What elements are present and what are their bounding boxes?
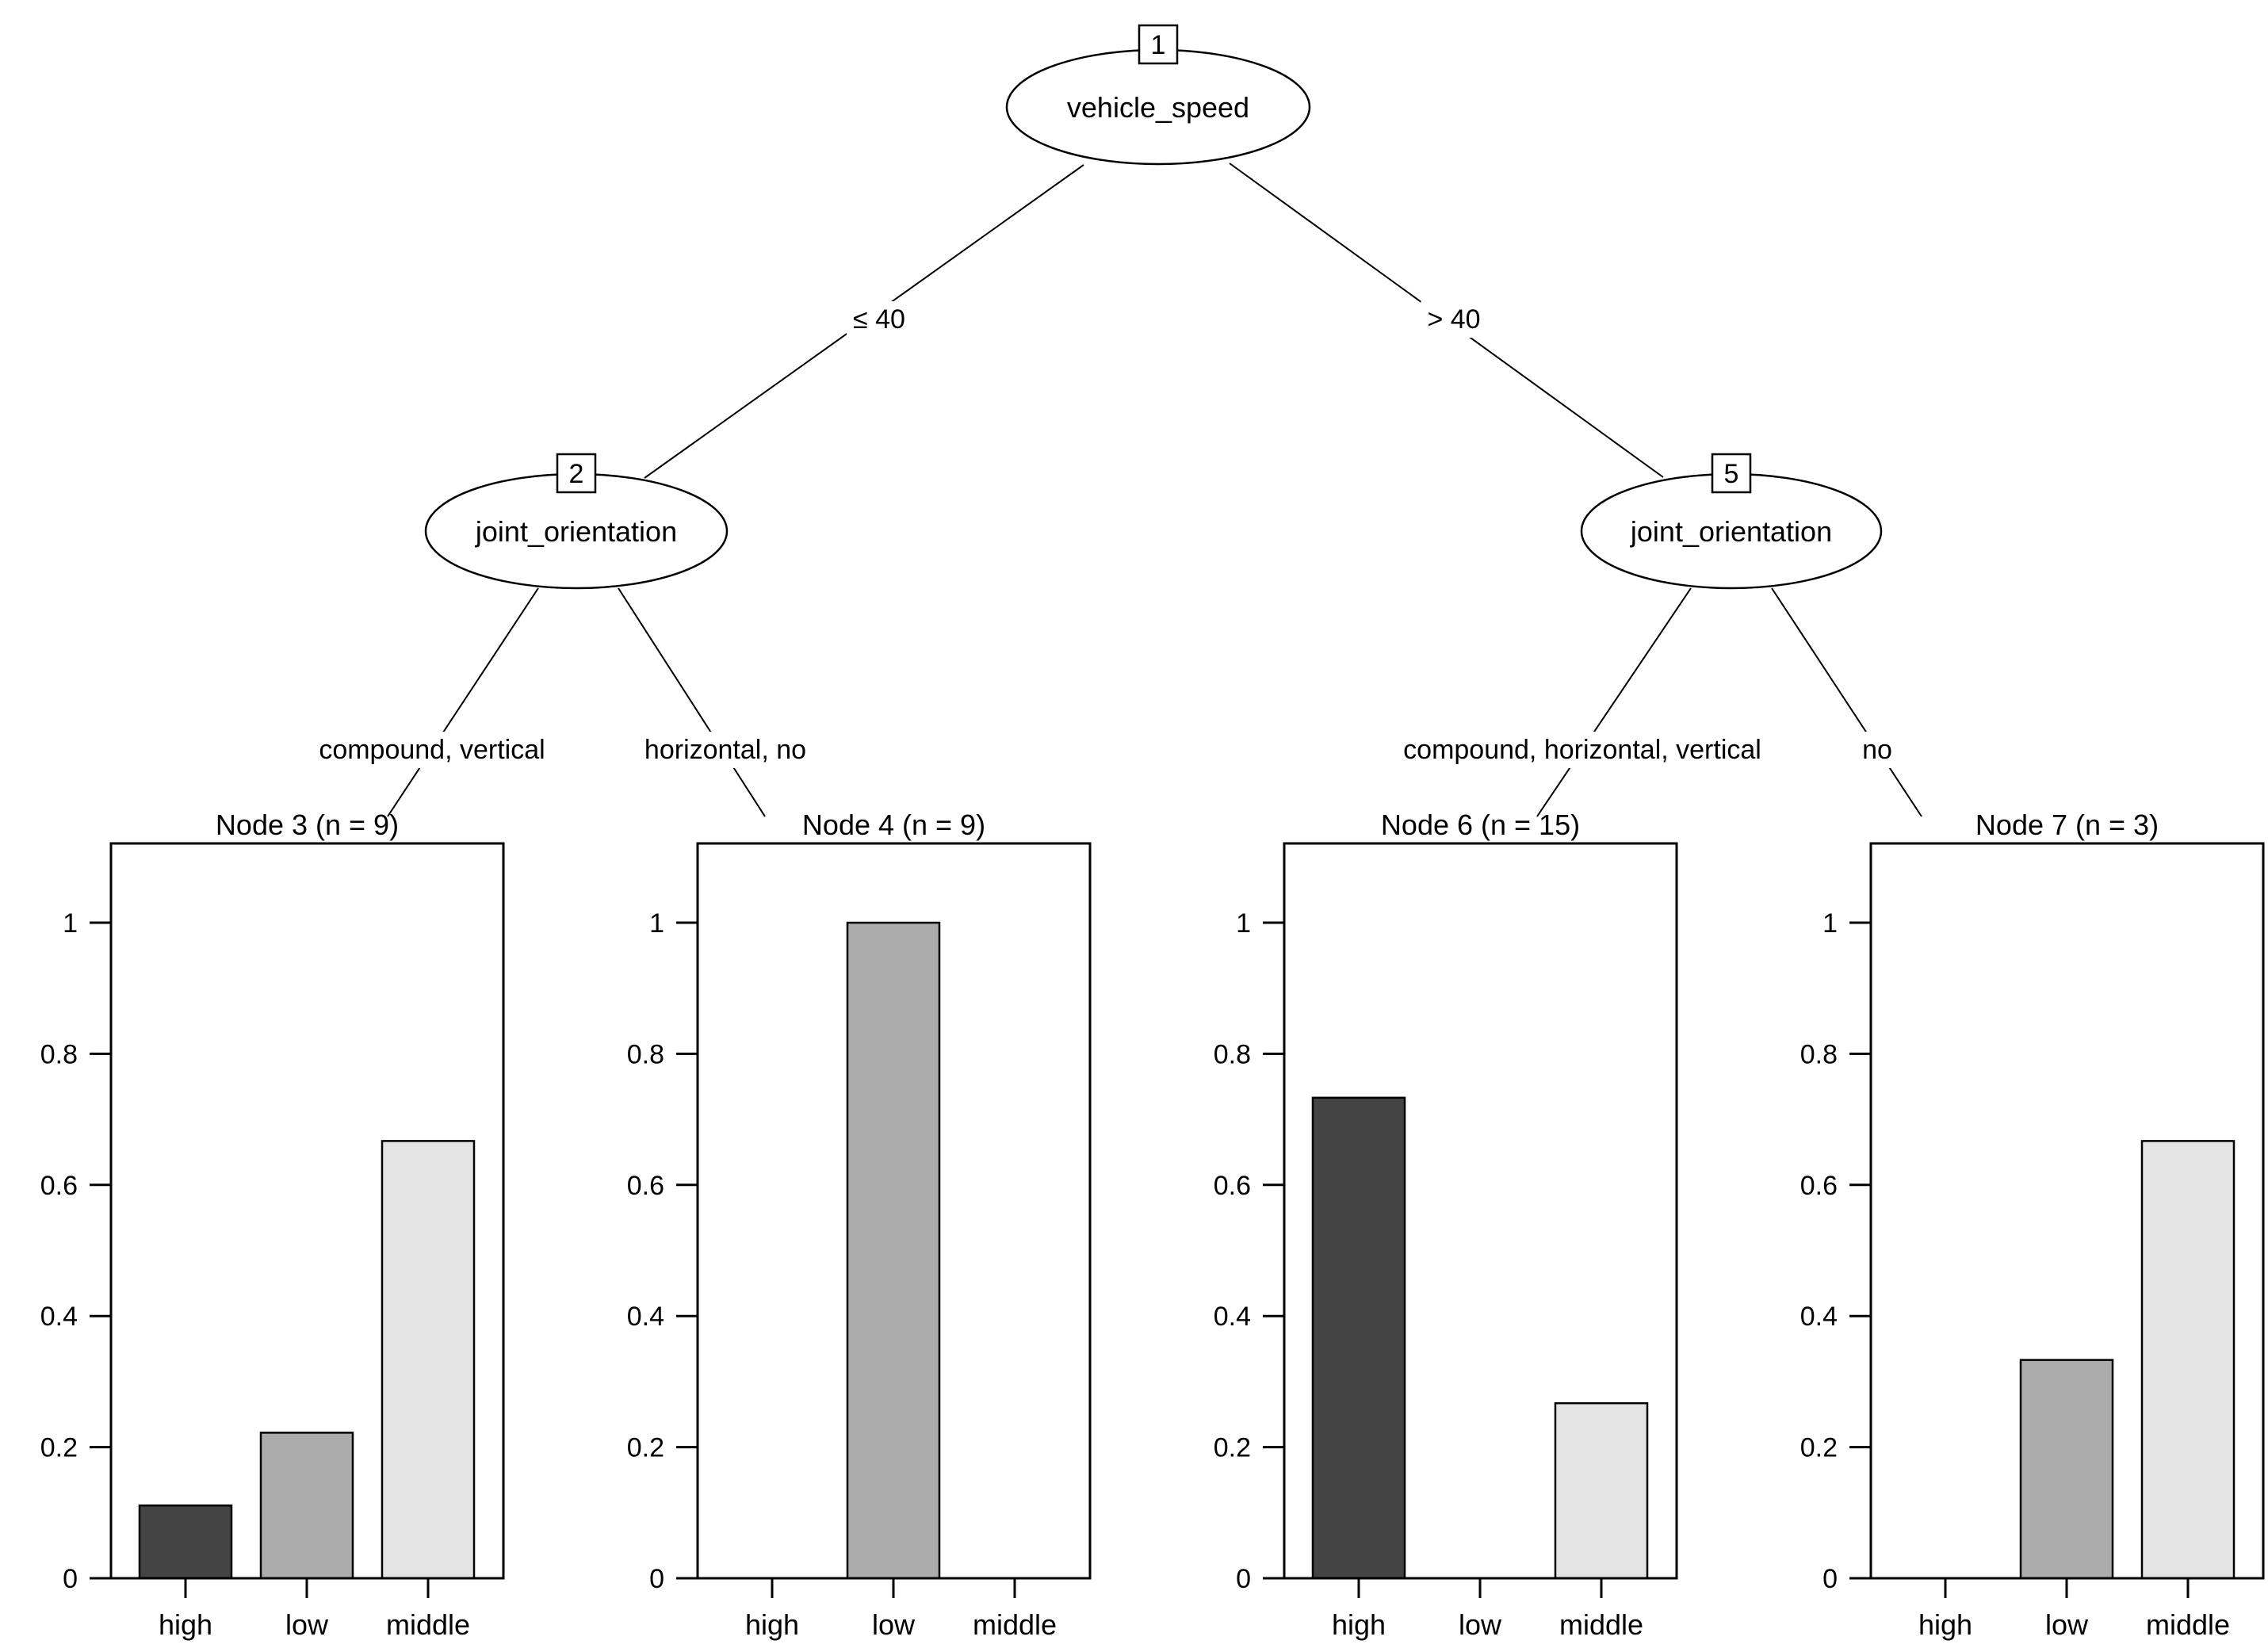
- edge-label: ≤ 40: [853, 304, 905, 335]
- panel-title: Node 7 (n = 3): [1975, 809, 2159, 841]
- bar-high: [138, 1504, 233, 1580]
- y-axis-tick-label: 0.2: [40, 1433, 78, 1463]
- edge-line-5: [1771, 587, 1922, 817]
- edge-label-background: [847, 301, 912, 338]
- y-axis-tick-label: 0.2: [1800, 1433, 1838, 1463]
- x-axis-category-label: middle: [2146, 1608, 2230, 1641]
- bar-middle: [381, 1140, 476, 1580]
- node-id-label: 2: [569, 459, 584, 489]
- y-axis-tick-label: 0: [1236, 1564, 1251, 1594]
- y-axis-tick-label: 0: [63, 1564, 78, 1594]
- y-axis-tick-label: 0: [1822, 1564, 1838, 1594]
- node-variable-label: vehicle_speed: [1067, 91, 1249, 124]
- y-axis-tick-label: 0.4: [1214, 1302, 1251, 1332]
- x-axis-category-label: low: [872, 1608, 916, 1641]
- y-axis-tick-label: 0.4: [1800, 1302, 1838, 1332]
- x-axis-category-label: high: [159, 1608, 212, 1641]
- node-id-badge: [1711, 453, 1752, 494]
- x-axis-category-label: low: [2045, 1608, 2089, 1641]
- y-axis-tick-label: 0.8: [1800, 1039, 1838, 1069]
- edge-label-background: [637, 732, 813, 768]
- edge-label: compound, horizontal, vertical: [1403, 735, 1761, 765]
- y-axis-tick-label: 0.6: [40, 1171, 78, 1201]
- y-axis-tick-label: 0: [649, 1564, 664, 1594]
- terminal-panel-1: Node 4 (n = 9) 0 0.2 0.4 0.6 0.8 1 high low middl…: [627, 809, 1092, 1641]
- y-axis-tick-label: 1: [63, 908, 78, 939]
- bar-low: [846, 921, 941, 1580]
- y-axis-tick-label: 1: [1236, 908, 1251, 939]
- y-axis-tick-label: 1: [649, 908, 664, 939]
- y-axis-tick-label: 0.8: [627, 1039, 664, 1069]
- tree-node-2: joint_orientation 2: [424, 453, 729, 590]
- edge-label-background: [1856, 732, 1899, 768]
- bar-high: [1311, 1096, 1406, 1580]
- y-axis-tick-label: 0.4: [40, 1302, 78, 1332]
- node-id-badge: [556, 453, 597, 494]
- tree-node-5: joint_orientation 5: [1580, 453, 1883, 590]
- edge-label-background: [312, 732, 552, 768]
- edge-label-background: [1397, 732, 1768, 768]
- x-axis-category-label: high: [1332, 1608, 1386, 1641]
- edge-label: no: [1862, 735, 1892, 765]
- node-id-label: 1: [1151, 30, 1166, 60]
- node-variable-label: joint_orientation: [475, 515, 677, 548]
- edge-label: > 40: [1427, 304, 1480, 335]
- bar-middle: [1554, 1401, 1649, 1580]
- x-axis-category-label: low: [285, 1608, 329, 1641]
- y-axis-tick-label: 0.8: [40, 1039, 78, 1069]
- bar-low: [259, 1432, 354, 1580]
- tree-edges: ≤ 40 > 40 compound, vertical horizontal, no…: [312, 163, 1922, 817]
- panel-title: Node 4 (n = 9): [802, 809, 985, 841]
- x-axis-category-label: low: [1459, 1608, 1502, 1641]
- edge-line-4: [1536, 587, 1692, 817]
- edge-line-3: [618, 587, 766, 817]
- node-variable-label: joint_orientation: [1630, 515, 1832, 548]
- terminal-panel-3: Node 7 (n = 3) 0 0.2 0.4 0.6 0.8 1 high low middl…: [1800, 809, 2265, 1641]
- x-axis-category-label: middle: [1559, 1608, 1643, 1641]
- x-axis-category-label: high: [745, 1608, 799, 1641]
- edge-label: compound, vertical: [319, 735, 545, 765]
- x-axis-category-label: middle: [973, 1608, 1057, 1641]
- terminal-panel-0: Node 3 (n = 9) 0 0.2 0.4 0.6 0.8 1 high low middl…: [40, 809, 505, 1641]
- node-id-badge: [1138, 24, 1179, 65]
- terminal-panel-2: Node 6 (n = 15) 0 0.2 0.4 0.6 0.8 1 high low midd…: [1214, 809, 1678, 1641]
- y-axis-tick-label: 0.6: [1214, 1171, 1251, 1201]
- panel-title: Node 3 (n = 9): [216, 809, 399, 841]
- y-axis-tick-label: 0.2: [1214, 1433, 1251, 1463]
- y-axis-tick-label: 0.4: [627, 1302, 664, 1332]
- y-axis-tick-label: 0.6: [1800, 1171, 1838, 1201]
- y-axis-tick-label: 0.8: [1214, 1039, 1251, 1069]
- node-id-label: 5: [1724, 459, 1739, 489]
- edge-label-background: [1421, 301, 1487, 338]
- edge-line-2: [387, 587, 539, 817]
- y-axis-tick-label: 0.2: [627, 1433, 664, 1463]
- y-axis-tick-label: 0.6: [627, 1171, 664, 1201]
- panel-title: Node 6 (n = 15): [1381, 809, 1580, 841]
- x-axis-category-label: high: [1918, 1608, 1972, 1641]
- bar-low: [2019, 1359, 2114, 1580]
- bar-middle: [2140, 1140, 2235, 1580]
- edge-label: horizontal, no: [644, 735, 806, 765]
- x-axis-category-label: middle: [386, 1608, 470, 1641]
- tree-node-1: vehicle_speed 1: [1005, 24, 1311, 166]
- y-axis-tick-label: 1: [1822, 908, 1838, 939]
